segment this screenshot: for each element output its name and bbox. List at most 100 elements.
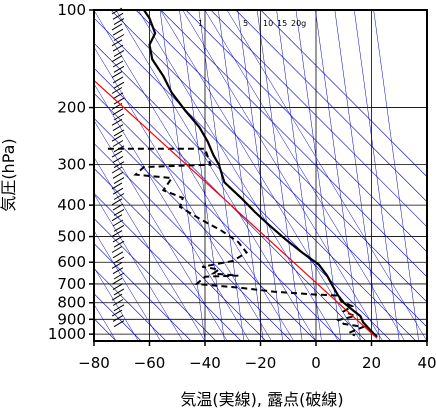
wind-barb-11 — [113, 65, 125, 73]
mix-label-1: 1 — [198, 19, 203, 28]
adiabat-line-10 — [115, 10, 317, 341]
wind-barb-34 — [112, 187, 124, 195]
wind-barb-36 — [111, 198, 123, 206]
wind-barb-23 — [113, 129, 125, 137]
mixing-ratio-line-8 — [315, 10, 361, 341]
y-tick-label-1000: 1000 — [48, 325, 86, 343]
temperature-line — [142, 10, 378, 338]
adiabat-line-3 — [94, 230, 161, 341]
isotherm-line-12 — [94, 67, 367, 341]
isotherm-line-10 — [94, 117, 317, 341]
wind-barb-41 — [113, 224, 125, 232]
isotherm-line-6 — [94, 218, 217, 341]
mixing-ratio-line-10 — [354, 10, 400, 341]
y-tick-label-600: 600 — [57, 253, 86, 271]
wind-barb-14 — [113, 81, 125, 89]
wind-barb-35 — [113, 193, 125, 200]
mixing-ratio-labels: 1 5 10 15 20g — [198, 19, 306, 28]
wind-barb-22 — [112, 124, 124, 132]
wind-barb-52 — [112, 283, 124, 291]
wind-barb-40 — [112, 219, 124, 227]
mixing-ratio-line-0 — [159, 10, 206, 341]
mixing-ratio-line-6 — [276, 10, 322, 341]
adiabat-line-4 — [94, 193, 184, 341]
wind-barb-8 — [113, 49, 125, 57]
isotherm-line-20 — [235, 10, 427, 203]
isotherm-line-15 — [110, 10, 427, 328]
wind-barb-32 — [113, 177, 125, 185]
adiabat-line-14 — [204, 10, 406, 341]
wind-barb-16 — [112, 92, 124, 100]
wind-barb-39 — [111, 214, 123, 222]
wind-barb-12 — [111, 71, 123, 79]
isotherm-line-7 — [94, 193, 242, 341]
wind-barb-47 — [113, 256, 125, 264]
isotherm-line-19 — [210, 10, 427, 228]
y-tick-label-800: 800 — [57, 294, 86, 312]
y-tick-label-100: 100 — [57, 1, 86, 19]
wind-barb-38 — [113, 208, 125, 216]
isotherm-line-14 — [94, 17, 417, 341]
mix-label-15: 15 — [277, 19, 287, 28]
isotherm-line-16 — [135, 10, 427, 303]
wind-barb-59 — [113, 320, 125, 328]
adiabat-line-11 — [137, 10, 339, 341]
wind-barb-15 — [111, 87, 123, 94]
wind-barb-48 — [111, 261, 123, 269]
skewed-isotherm-lines — [94, 10, 427, 341]
wind-barb-33 — [111, 182, 123, 190]
isotherm-line-8 — [94, 168, 267, 341]
wind-barb-24 — [111, 134, 123, 142]
isotherm-line-4 — [94, 268, 167, 341]
mix-label-10: 10 — [263, 19, 273, 28]
wind-barb-1 — [112, 12, 124, 20]
wind-barb-17 — [113, 97, 125, 105]
wind-barb-50 — [113, 272, 125, 280]
x-tick-label-0: 0 — [311, 354, 321, 372]
x-tick-label-20: 20 — [362, 354, 381, 372]
mixing-ratio-line-11 — [373, 10, 419, 341]
x-tick-label-40: 40 — [417, 354, 436, 372]
wind-barb-54 — [111, 293, 123, 301]
wind-barb-7 — [112, 44, 124, 52]
mixing-ratio-line-7 — [295, 10, 342, 341]
wind-barb-13 — [112, 76, 124, 84]
mixing-ratio-line-1 — [179, 10, 225, 341]
x-tick-label--40: −40 — [189, 354, 221, 372]
wind-barb-49 — [112, 267, 124, 275]
mixing-ratio-line-5 — [256, 10, 303, 341]
wind-barb-28 — [112, 155, 124, 163]
wind-barb-20 — [113, 113, 125, 121]
adiabat-line-5 — [94, 156, 206, 341]
y-axis-title: 気圧(hPa) — [0, 138, 18, 211]
wind-barb-58 — [112, 314, 124, 322]
mix-label-20g: 20g — [291, 19, 306, 28]
y-tick-label-300: 300 — [57, 156, 86, 174]
dewpoint-line — [107, 147, 367, 337]
isotherm-line-11 — [94, 92, 342, 341]
mix-label-5: 5 — [243, 19, 248, 28]
wind-barb-51 — [111, 277, 123, 285]
x-axis-title: 気温(実線), 露点(破線) — [180, 390, 343, 409]
wind-barb-46 — [112, 251, 124, 259]
adiabat-line-13 — [182, 10, 383, 341]
y-tick-label-400: 400 — [57, 196, 86, 214]
mixing-ratio-line-4 — [237, 10, 283, 341]
isotherm-line-5 — [94, 243, 192, 341]
y-tick-label-700: 700 — [57, 275, 86, 293]
wind-barb-29 — [113, 161, 125, 169]
adiabat-line-15 — [226, 10, 427, 341]
axis-ticks — [89, 9, 428, 346]
parcel-line — [94, 80, 378, 339]
wind-barb-56 — [113, 304, 125, 312]
wind-barb-9 — [111, 55, 123, 63]
wind-barb-5 — [113, 34, 125, 41]
wind-barb-45 — [111, 246, 123, 253]
mixing-ratio-line-9 — [334, 10, 381, 341]
y-tick-label-500: 500 — [57, 228, 86, 246]
isotherm-line-9 — [94, 142, 292, 341]
wind-barb-31 — [112, 171, 124, 179]
wind-barb-30 — [111, 166, 123, 174]
